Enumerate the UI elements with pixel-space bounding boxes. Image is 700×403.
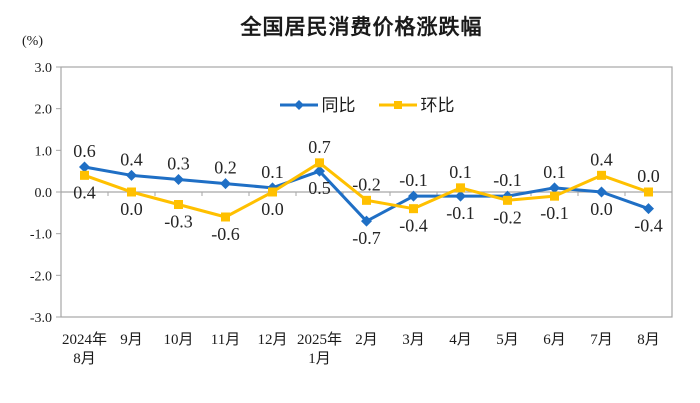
- marker-mom: [409, 204, 418, 214]
- data-label-below: -0.6: [211, 224, 240, 244]
- marker-yoy: [361, 215, 372, 227]
- y-axis-tick-label: 2.0: [35, 103, 53, 118]
- marker-yoy: [314, 165, 325, 177]
- marker-mom: [127, 187, 136, 197]
- marker-yoy: [643, 203, 654, 215]
- chart-title: 全国居民消费价格涨跌幅: [240, 15, 483, 39]
- data-label-below: 0.4: [73, 182, 96, 202]
- data-label-below: 0.5: [308, 178, 331, 198]
- data-label-below: 0.0: [120, 199, 143, 219]
- data-label-below: 0.0: [261, 199, 284, 219]
- data-label-above: 0.7: [308, 137, 331, 157]
- data-label-below: -0.4: [634, 216, 663, 236]
- x-axis-label: 2025年: [297, 331, 342, 348]
- x-axis-label: 5月: [496, 332, 519, 348]
- x-axis-label: 3月: [402, 332, 425, 348]
- data-label-below: -0.1: [540, 203, 569, 223]
- marker-yoy: [79, 161, 90, 173]
- data-label-above: -0.1: [399, 170, 428, 190]
- legend-item-yoy: 同比: [279, 97, 356, 114]
- data-label-above: 0.1: [261, 162, 284, 182]
- marker-mom: [362, 195, 371, 205]
- data-label-below: -0.7: [352, 228, 381, 248]
- y-axis-tick-label: -3.0: [30, 311, 52, 326]
- marker-yoy: [126, 169, 137, 181]
- legend-item-mom: 环比: [378, 97, 455, 114]
- legend-label-mom: 环比: [420, 95, 455, 115]
- data-label-above: -0.2: [352, 174, 381, 194]
- marker-yoy: [408, 190, 419, 202]
- marker-mom: [503, 195, 512, 205]
- y-axis-tick-label: -2.0: [30, 269, 52, 284]
- marker-mom: [456, 183, 465, 193]
- data-label-above: 0.2: [214, 158, 237, 178]
- data-label-below: -0.2: [493, 207, 522, 227]
- marker-mom: [80, 170, 89, 180]
- y-axis-tick-label: 1.0: [35, 144, 53, 159]
- data-label-above: 0.3: [167, 154, 190, 174]
- legend-label-yoy: 同比: [321, 95, 356, 115]
- x-axis-label: 2月: [355, 332, 378, 348]
- x-axis-label: 6月: [543, 332, 566, 348]
- marker-yoy: [173, 174, 184, 185]
- marker-yoy: [549, 182, 560, 194]
- x-axis-label: 10月: [163, 332, 193, 348]
- y-axis-tick-label: 3.0: [35, 61, 53, 76]
- data-label-above: 0.4: [590, 149, 613, 169]
- marker-mom: [221, 212, 230, 222]
- marker-mom: [268, 187, 277, 197]
- y-axis-tick-label: -1.0: [30, 228, 52, 243]
- marker-mom: [644, 187, 653, 197]
- marker-mom: [597, 170, 606, 180]
- data-label-below: -0.1: [446, 203, 475, 223]
- legend-marker-mom: [378, 101, 417, 109]
- x-axis-label: 12月: [257, 332, 287, 348]
- marker-mom: [174, 200, 183, 209]
- x-axis-label: 11月: [211, 332, 240, 348]
- marker-yoy: [220, 178, 231, 190]
- x-axis-label: 1月: [308, 351, 331, 367]
- data-label-above: -0.1: [493, 170, 522, 190]
- x-axis-label: 2024年: [62, 331, 107, 348]
- data-label-below: 0.0: [590, 199, 613, 219]
- marker-mom: [315, 158, 324, 168]
- data-label-above: 0.1: [543, 162, 566, 182]
- x-axis-label: 4月: [449, 332, 472, 348]
- data-label-above: 0.6: [73, 141, 96, 161]
- data-label-below: -0.4: [399, 216, 428, 236]
- data-label-below: -0.3: [164, 212, 193, 232]
- x-axis-label: 7月: [590, 332, 613, 348]
- x-axis-label: 9月: [120, 332, 143, 348]
- marker-mom: [550, 191, 559, 201]
- marker-yoy: [596, 186, 607, 198]
- y-axis-unit-label: (%): [22, 34, 43, 49]
- chart-legend: 同比 环比: [61, 95, 672, 115]
- data-label-above: 0.0: [637, 166, 660, 186]
- x-axis-label: 8月: [637, 332, 660, 348]
- y-axis-tick-label: 0.0: [35, 186, 53, 201]
- marker-yoy: [455, 190, 466, 202]
- x-axis-label: 8月: [73, 351, 96, 367]
- legend-marker-yoy: [279, 100, 318, 110]
- data-label-above: 0.4: [120, 149, 143, 169]
- data-label-above: 0.1: [449, 162, 472, 182]
